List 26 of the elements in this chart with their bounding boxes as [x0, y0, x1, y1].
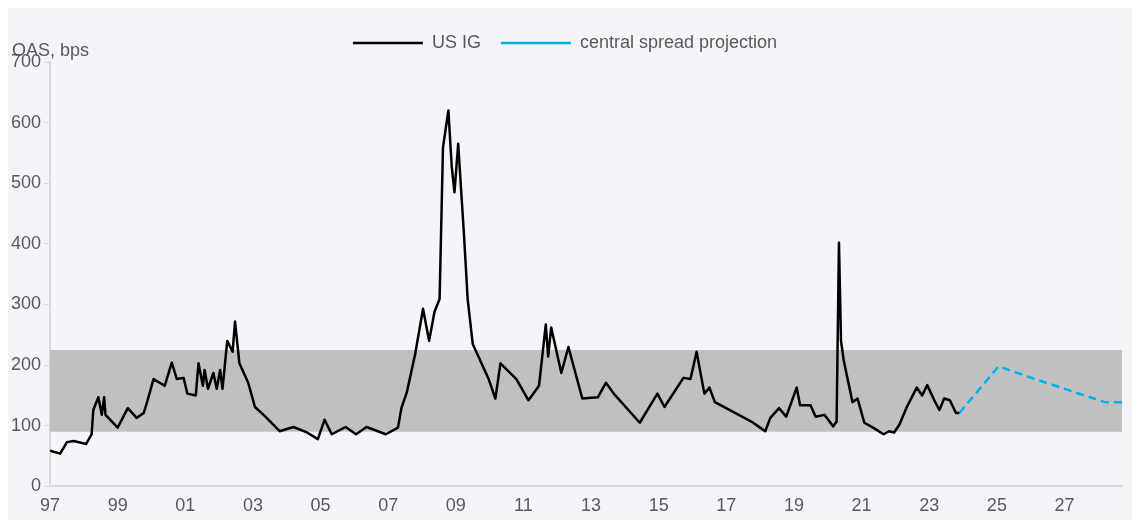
x-tick-label: 03 [242, 495, 263, 516]
y-tick-label: 300 [10, 293, 42, 314]
x-tick-label: 07 [378, 495, 399, 516]
x-tick-label: 99 [107, 495, 128, 516]
y-tick-label: 600 [10, 111, 42, 132]
x-tick-label: 25 [986, 495, 1007, 516]
legend-label: central spread projection [579, 31, 778, 52]
x-tick-label: 21 [851, 495, 872, 516]
y-tick-label: 500 [10, 172, 42, 193]
y-tick-label: 200 [10, 354, 42, 375]
x-tick-label: 23 [919, 495, 940, 516]
x-tick-label: 11 [514, 495, 533, 516]
y-tick-label: 400 [10, 232, 42, 253]
y-tick-label: 0 [31, 475, 42, 496]
legend-label: US IG [431, 31, 481, 52]
line-series [958, 365, 1122, 415]
x-tick-label: 19 [783, 495, 804, 516]
x-tick-label: 09 [445, 495, 466, 516]
x-tick-label: 97 [40, 495, 61, 516]
x-tick-label: 17 [716, 495, 737, 516]
y-tick-label: 100 [10, 414, 42, 435]
x-tick-label: 05 [310, 495, 331, 516]
x-tick-label: 13 [581, 495, 602, 516]
x-tick-label: 27 [1054, 495, 1075, 516]
x-tick-label: 15 [648, 495, 669, 516]
x-tick-label: 01 [175, 495, 196, 516]
